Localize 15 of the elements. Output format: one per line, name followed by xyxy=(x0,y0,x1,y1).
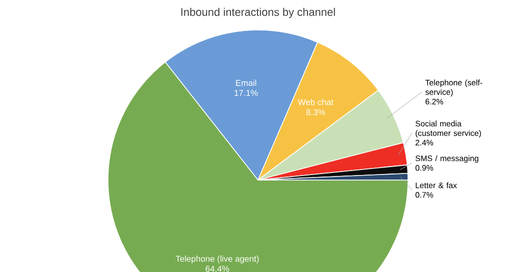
data-label: 64.4% xyxy=(206,266,230,272)
data-label: 0.9% xyxy=(416,165,434,171)
data-label: 17.1% xyxy=(234,90,258,96)
data-label: 0.7% xyxy=(416,192,434,198)
slice-label: Telephone (live agent) xyxy=(176,256,259,264)
slice-label: Telephone (self-service) xyxy=(425,80,482,97)
slice-label: Letter & fax xyxy=(416,182,457,188)
slice-label: Web chat xyxy=(298,98,334,106)
data-label: 6.2% xyxy=(426,98,444,104)
slice-label: SMS / messaging xyxy=(416,155,478,163)
data-label: 2.4% xyxy=(416,140,434,146)
chart-title: Inbound interactions by channel xyxy=(181,8,335,18)
slice-label: Email xyxy=(236,80,256,86)
data-label: 8.3% xyxy=(306,109,326,116)
slice-label: Social media (customer service) xyxy=(416,120,481,138)
